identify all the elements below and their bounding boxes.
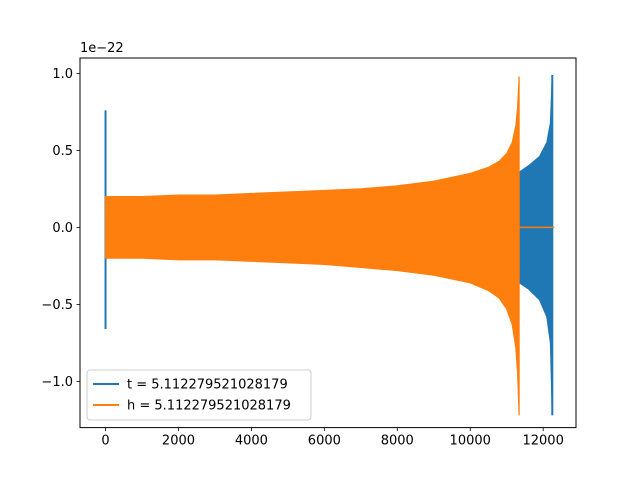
legend-label: h = 5.112279521028179 (127, 399, 291, 414)
legend: t = 5.112279521028179 h = 5.1122795210281… (86, 369, 312, 421)
y-tick-label: −0.5 (41, 298, 73, 313)
x-tick-label: 4000 (235, 434, 268, 449)
y-tick-label: 1.0 (52, 67, 73, 82)
series-1-envelope (104, 76, 520, 416)
y-axis: 1.0 0.5 0.0 −0.5 −1.0 (41, 67, 80, 390)
series-1 (104, 76, 555, 416)
x-tick-label: 8000 (381, 434, 414, 449)
axes-frame (79, 57, 577, 429)
y-tick-label: 0.5 (52, 144, 73, 159)
x-tick-label: 2000 (162, 434, 195, 449)
x-tick-label: 12000 (522, 434, 563, 449)
x-tick-label: 0 (101, 434, 109, 449)
y-tick-label: 0.0 (52, 221, 73, 236)
legend-frame (86, 369, 312, 421)
plot-area (104, 74, 555, 416)
x-tick-label: 10000 (450, 434, 491, 449)
x-axis: 0 2000 4000 6000 8000 10000 12000 (101, 427, 564, 449)
legend-label: t = 5.112279521028179 (127, 378, 288, 393)
offset-text: 1e−22 (80, 41, 124, 56)
y-tick-label: −1.0 (41, 375, 73, 390)
x-tick-label: 6000 (308, 434, 341, 449)
